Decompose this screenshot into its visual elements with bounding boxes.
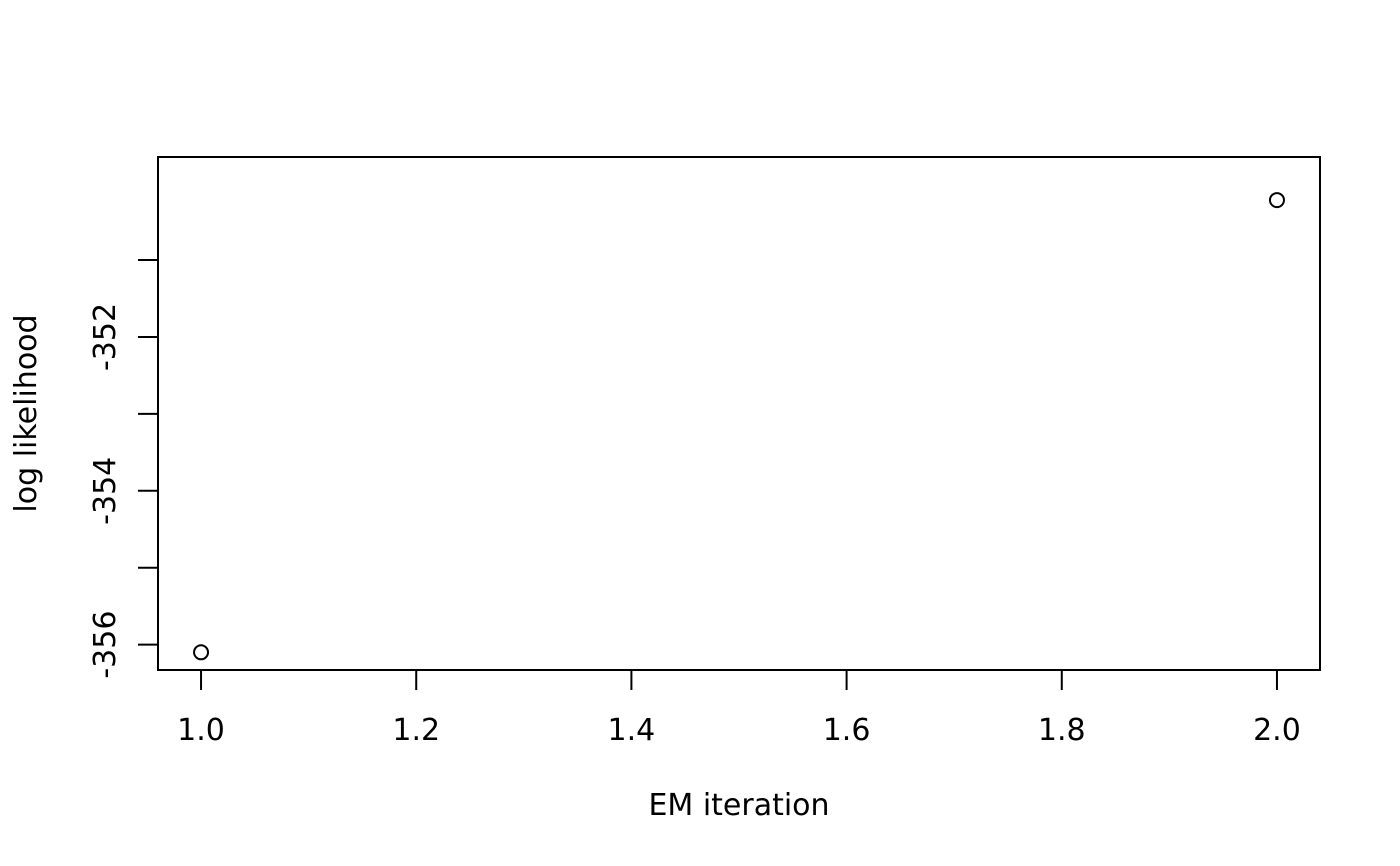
points-layer	[193, 192, 1285, 661]
y-tick-label: -356	[88, 611, 123, 679]
y-tick-label: -352	[88, 303, 123, 371]
x-tick-label: 1.8	[1038, 713, 1086, 748]
x-tick-label: 2.0	[1253, 713, 1301, 748]
data-point	[193, 644, 210, 661]
x-tick-label: 1.0	[177, 713, 225, 748]
x-tick-label: 1.2	[392, 713, 440, 748]
plot-frame	[157, 156, 1321, 671]
y-axis-title: log likelihood	[9, 314, 44, 512]
x-tick-label: 1.4	[608, 713, 656, 748]
y-tick-label: -354	[88, 457, 123, 525]
x-tick-label: 1.6	[823, 713, 871, 748]
x-axis-title: EM iteration	[648, 788, 829, 823]
ticks-layer: 1.0 1.2 1.4 1.6 1.8 2.0 -356 -354 -352	[88, 259, 1301, 748]
data-point	[1268, 192, 1285, 209]
